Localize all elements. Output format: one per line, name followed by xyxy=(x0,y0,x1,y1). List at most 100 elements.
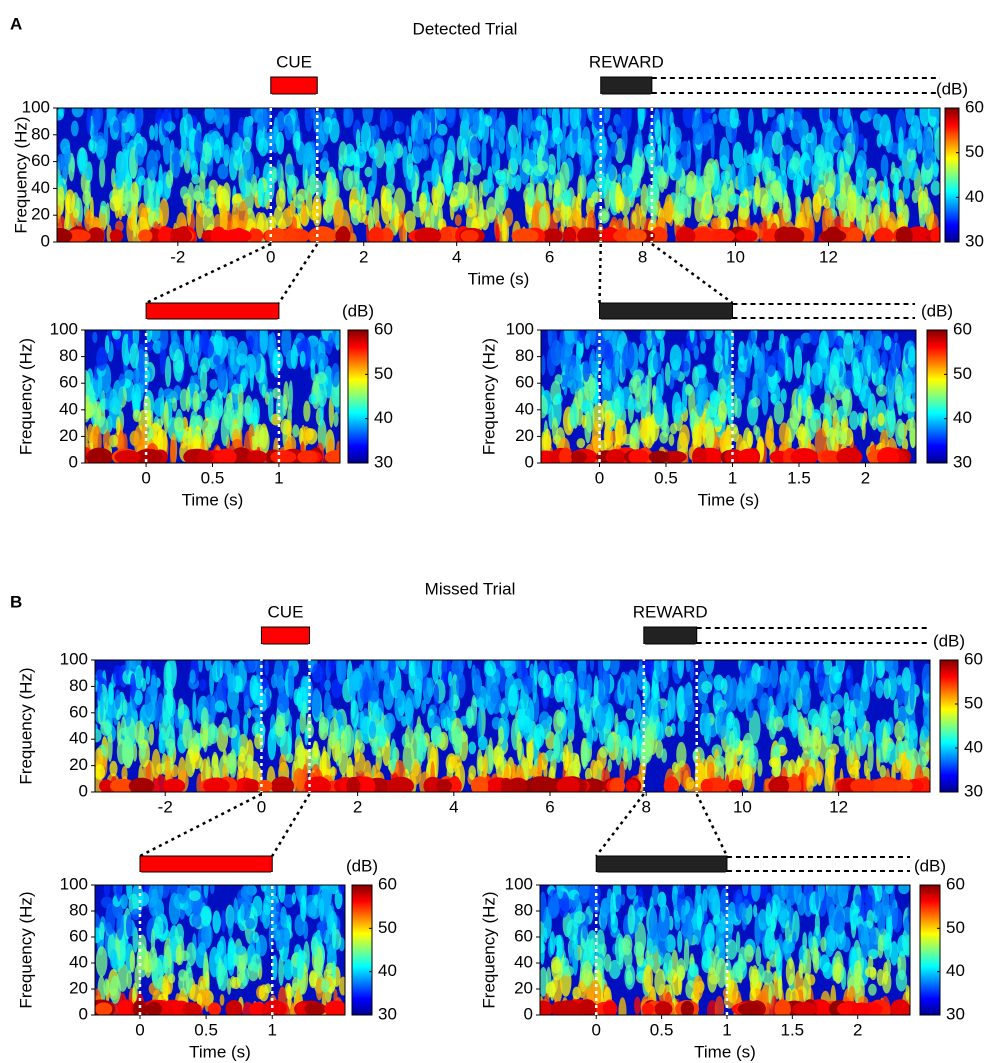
spectrogram-blob xyxy=(819,330,829,358)
spectrogram-blob xyxy=(853,320,860,344)
zoom-connector xyxy=(279,244,317,303)
spectrogram-blob xyxy=(221,910,226,932)
x-tick-label: 2 xyxy=(853,1020,862,1039)
event-bar xyxy=(600,303,733,319)
spectrogram-blob xyxy=(189,670,195,684)
spectrogram-blob xyxy=(210,696,216,724)
spectrogram-blob xyxy=(145,666,150,684)
spectrogram-blob xyxy=(714,692,723,704)
spectrogram-blob xyxy=(856,196,866,213)
spectrogram-blob xyxy=(521,652,526,678)
spectrogram-blob xyxy=(672,762,679,773)
spectrogram-blob xyxy=(280,906,287,927)
spectrogram-blob xyxy=(593,97,604,131)
spectrogram-blob xyxy=(484,115,492,126)
spectrogram-blob xyxy=(238,201,248,231)
spectrogram-blob xyxy=(876,384,887,396)
spectrogram-blob xyxy=(726,712,735,729)
spectrogram-blob xyxy=(854,960,861,986)
spectrogram-blob xyxy=(707,967,717,993)
spectrogram-blob xyxy=(843,692,849,712)
spectrogram-blob xyxy=(685,384,692,396)
spectrogram-blob xyxy=(297,949,304,981)
spectrogram-blob xyxy=(218,164,229,180)
spectrogram-blob xyxy=(434,684,439,707)
colorbar-tick-label: 40 xyxy=(964,737,983,756)
colorbar xyxy=(927,330,947,463)
spectrogram-blob xyxy=(577,438,586,448)
spectrogram-blob xyxy=(212,913,221,932)
spectrogram-blob xyxy=(786,958,795,986)
event-label: CUE xyxy=(276,52,312,71)
spectrogram-blob xyxy=(149,125,154,140)
spectrogram-blob xyxy=(146,321,152,342)
x-tick-label: -2 xyxy=(170,247,185,266)
zoom-connector xyxy=(272,794,309,856)
y-tick-label: 100 xyxy=(50,319,78,338)
spectrogram-blob xyxy=(862,730,868,746)
spectrogram-blob xyxy=(860,927,869,959)
y-tick-label: 60 xyxy=(515,373,534,392)
spectrogram-blob xyxy=(868,397,873,416)
spectrogram-blob xyxy=(163,955,169,975)
y-tick-label: 40 xyxy=(69,952,88,971)
spectrogram-blob xyxy=(266,685,270,708)
spectrogram-blob xyxy=(276,159,281,182)
spectrogram-blob xyxy=(661,654,667,672)
spectrogram-blob xyxy=(705,713,711,746)
spectrogram-blob xyxy=(766,356,776,377)
x-axis-label: Time (s) xyxy=(468,269,530,288)
spectrogram-blob xyxy=(386,140,393,171)
colorbar-tick-label: 40 xyxy=(946,961,965,980)
x-tick-label: 1.5 xyxy=(787,468,811,487)
spectrogram-blob xyxy=(912,190,919,203)
spectrogram-blob xyxy=(330,766,335,776)
spectrogram-low xyxy=(224,229,252,244)
spectrogram-blob xyxy=(923,715,930,737)
spectrogram-blob xyxy=(813,727,822,757)
spectrogram-blob xyxy=(427,678,434,698)
spectrogram-blob xyxy=(160,325,169,350)
spectrogram-blob xyxy=(639,418,647,440)
spectrogram-blob xyxy=(72,103,84,117)
spectrogram-blob xyxy=(396,122,405,135)
spectrogram-blob xyxy=(533,724,544,748)
spectrogram-blob xyxy=(263,896,271,916)
spectrogram-blob xyxy=(132,369,139,384)
spectrogram-blob xyxy=(348,170,358,189)
spectrogram-blob xyxy=(373,125,380,143)
spectrogram-blob xyxy=(257,178,263,207)
spectrogram-blob xyxy=(634,996,641,1014)
spectrogram-low xyxy=(850,779,875,794)
spectrogram-blob xyxy=(903,205,910,226)
spectrogram-blob xyxy=(264,983,271,993)
x-tick-label: 0 xyxy=(266,247,275,266)
spectrogram-blob xyxy=(601,943,606,956)
spectrogram-blob xyxy=(126,113,134,133)
spectrogram-blob xyxy=(627,398,636,410)
spectrogram-blob xyxy=(638,343,645,364)
y-tick-label: 80 xyxy=(514,900,533,919)
spectrogram-blob xyxy=(275,715,285,738)
spectrogram-blob xyxy=(251,708,262,719)
spectrogram-blob xyxy=(283,381,289,410)
spectrogram-blob xyxy=(309,393,317,404)
spectrogram-blob xyxy=(828,755,835,786)
spectrogram-blob xyxy=(522,159,530,173)
spectrogram-blob xyxy=(578,671,589,690)
spectrogram-low xyxy=(626,229,647,244)
spectrogram-blob xyxy=(292,977,299,991)
spectrogram-blob xyxy=(615,894,622,909)
spectrogram-blob xyxy=(277,675,284,695)
spectrogram-blob xyxy=(703,647,714,675)
spectrogram-blob xyxy=(686,777,695,790)
spectrogram-blob xyxy=(676,742,686,768)
spectrogram-low xyxy=(297,451,318,464)
x-tick-label: 1 xyxy=(274,468,283,487)
colorbar-tick-label: 60 xyxy=(965,97,984,116)
spectrogram-blob xyxy=(421,700,426,714)
spectrogram-blob xyxy=(298,741,305,770)
spectrogram-blob xyxy=(622,176,633,197)
spectrogram-blob xyxy=(455,214,462,226)
spectrogram-blob xyxy=(729,193,741,205)
